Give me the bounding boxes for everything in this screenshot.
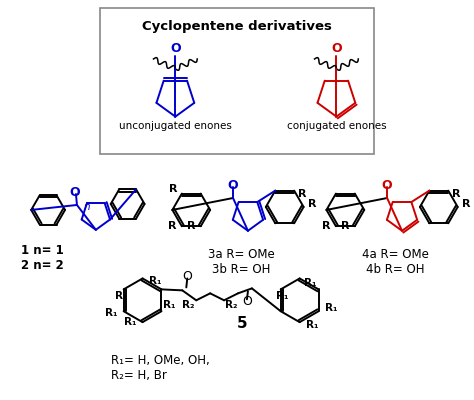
Text: R: R	[462, 199, 470, 209]
Text: R: R	[322, 221, 331, 231]
Text: R: R	[168, 221, 177, 231]
Text: R₁: R₁	[306, 320, 318, 330]
Text: O: O	[182, 270, 192, 283]
Text: 3a R= OMe
3b R= OH: 3a R= OMe 3b R= OH	[208, 248, 274, 276]
Text: R: R	[452, 188, 461, 198]
Text: R₁: R₁	[105, 308, 118, 318]
Text: O: O	[331, 42, 342, 55]
Text: R₁: R₁	[325, 303, 337, 313]
Text: R₁: R₁	[276, 291, 289, 301]
Text: O: O	[382, 179, 392, 192]
Text: 4a R= OMe
4b R= OH: 4a R= OMe 4b R= OH	[362, 248, 428, 276]
Text: 1 n= 1
2 n= 2: 1 n= 1 2 n= 2	[21, 244, 64, 272]
Text: R₁= H, OMe, OH,
R₂= H, Br: R₁= H, OMe, OH, R₂= H, Br	[111, 354, 210, 382]
Text: O: O	[228, 179, 238, 192]
Text: R₁: R₁	[164, 300, 176, 310]
Text: R: R	[308, 199, 316, 209]
Text: R₁: R₁	[148, 276, 161, 286]
Text: R₁: R₁	[124, 317, 137, 327]
Text: R: R	[169, 184, 178, 194]
Text: O: O	[70, 186, 80, 198]
Text: conjugated enones: conjugated enones	[287, 120, 386, 130]
Text: 5: 5	[237, 316, 247, 331]
Text: R: R	[341, 221, 350, 231]
Text: unconjugated enones: unconjugated enones	[119, 120, 232, 130]
Text: R₁: R₁	[115, 291, 128, 301]
Text: Cyclopentene derivatives: Cyclopentene derivatives	[142, 20, 332, 33]
Text: R₂: R₂	[225, 300, 237, 310]
Text: n: n	[84, 202, 91, 212]
Text: O: O	[170, 42, 181, 55]
Text: R: R	[187, 221, 196, 231]
Text: R: R	[298, 188, 307, 198]
FancyBboxPatch shape	[100, 8, 374, 154]
Text: O: O	[242, 295, 252, 308]
Text: R₁: R₁	[304, 278, 317, 288]
Text: R₂: R₂	[182, 300, 194, 310]
